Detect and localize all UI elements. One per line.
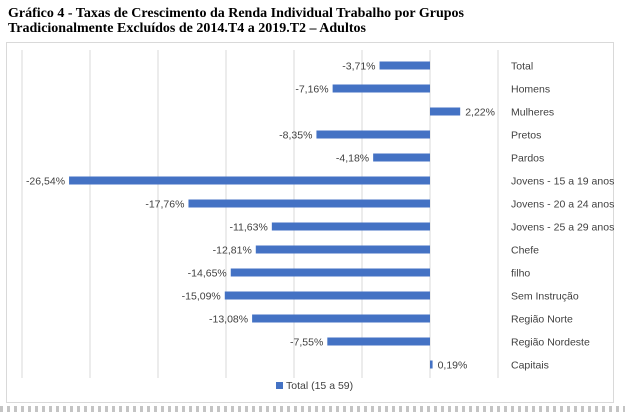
category-label: Jovens - 25 a 29 anos [511, 222, 614, 234]
category-label: Jovens - 15 a 19 anos [511, 176, 614, 188]
data-label: -17,76% [145, 199, 184, 211]
bar [255, 245, 430, 254]
data-label: -12,81% [213, 245, 252, 257]
bar [430, 360, 433, 369]
bar [332, 84, 430, 93]
bar [224, 291, 430, 300]
data-label: -26,54% [26, 176, 65, 188]
bar [327, 337, 430, 346]
category-label: Capitais [511, 360, 549, 372]
category-label: Pardos [511, 153, 544, 165]
category-label: Sem Instrução [511, 291, 579, 303]
bar [230, 268, 430, 277]
bar [373, 153, 430, 162]
data-label: 0,19% [438, 360, 468, 372]
category-label: Mulheres [511, 107, 554, 119]
data-label: -15,09% [182, 291, 221, 303]
data-label: -8,35% [279, 130, 312, 142]
data-label: -4,18% [336, 153, 369, 165]
bar [379, 61, 430, 70]
data-label: -3,71% [342, 61, 375, 73]
bar [271, 222, 430, 231]
bar [430, 107, 461, 116]
category-label: Pretos [511, 130, 541, 142]
category-label: Região Norte [511, 314, 573, 326]
chart-title: Gráfico 4 - Taxas de Crescimento da Rend… [8, 6, 618, 36]
category-label: filho [511, 268, 530, 280]
chart-title-line-1: Gráfico 4 - Taxas de Crescimento da Rend… [8, 6, 464, 21]
chart-title-line-2: Tradicionalmente Excluídos de 2014.T4 a … [8, 21, 366, 36]
data-label: -7,16% [295, 84, 328, 96]
data-label: -13,08% [209, 314, 248, 326]
category-label: Chefe [511, 245, 539, 257]
category-label: Jovens - 20 a 24 anos [511, 199, 614, 211]
bar [69, 176, 430, 185]
data-label: -7,55% [290, 337, 323, 349]
bar [252, 314, 430, 323]
legend-swatch [276, 382, 283, 389]
category-label: Homens [511, 84, 550, 96]
data-label: -14,65% [188, 268, 227, 280]
data-label: -11,63% [229, 222, 267, 234]
legend-label: Total (15 a 59) [286, 380, 353, 392]
bar [316, 130, 430, 139]
data-label: 2,22% [465, 107, 495, 119]
category-label: Região Nordeste [511, 337, 590, 349]
category-label: Total [511, 61, 533, 73]
page-edge-decoration [0, 406, 625, 412]
bar [188, 199, 430, 208]
